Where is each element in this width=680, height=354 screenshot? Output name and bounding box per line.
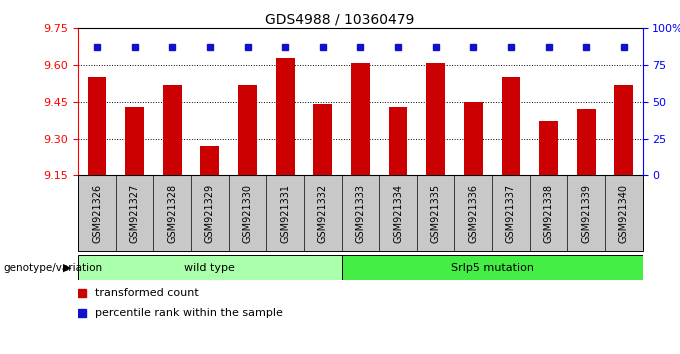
Text: GSM921330: GSM921330 [243,184,252,243]
Text: Srlp5 mutation: Srlp5 mutation [451,263,534,273]
Bar [276,58,294,175]
Text: GSM921332: GSM921332 [318,184,328,243]
Bar [341,255,643,280]
Bar [163,85,182,175]
Bar [615,85,633,175]
Bar [351,63,370,175]
Text: GSM921333: GSM921333 [356,184,365,243]
Bar [313,104,332,175]
Text: transformed count: transformed count [95,288,199,298]
Bar [389,107,407,175]
Bar [78,255,341,280]
Text: GSM921328: GSM921328 [167,184,177,243]
Text: GSM921338: GSM921338 [543,184,554,243]
Bar [201,146,219,175]
Bar [426,63,445,175]
Text: GSM921336: GSM921336 [469,184,478,243]
Text: percentile rank within the sample: percentile rank within the sample [95,308,283,318]
Text: GSM921334: GSM921334 [393,184,403,243]
Text: GSM921339: GSM921339 [581,184,591,243]
Text: GSM921337: GSM921337 [506,184,516,243]
Bar [577,109,596,175]
Text: GDS4988 / 10360479: GDS4988 / 10360479 [265,12,415,27]
Bar [539,121,558,175]
Text: GSM921329: GSM921329 [205,184,215,243]
Text: ▶: ▶ [63,263,71,273]
Text: GSM921326: GSM921326 [92,184,102,243]
Bar [502,77,520,175]
Bar [88,77,106,175]
Text: GSM921335: GSM921335 [430,184,441,243]
Text: GSM921327: GSM921327 [130,184,139,243]
Bar [125,107,144,175]
Text: GSM921340: GSM921340 [619,184,629,243]
Text: genotype/variation: genotype/variation [3,263,103,273]
Bar [464,102,483,175]
Text: GSM921331: GSM921331 [280,184,290,243]
Bar [238,85,257,175]
Text: wild type: wild type [184,263,235,273]
